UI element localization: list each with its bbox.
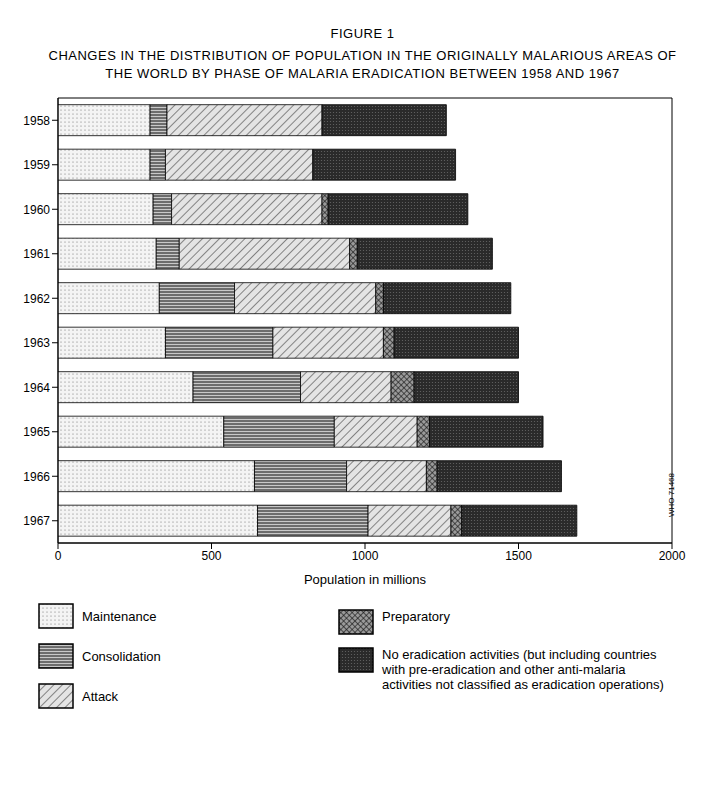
html-text:Preparatory: Preparatory bbox=[382, 609, 450, 624]
svg-text:2000: 2000 bbox=[659, 549, 686, 563]
svg-text:1965: 1965 bbox=[23, 425, 50, 439]
svg-text:1966: 1966 bbox=[23, 470, 50, 484]
html-text:No eradication activities (but: No eradication activities (but including… bbox=[382, 647, 664, 692]
svg-text:Population in millions: Population in millions bbox=[304, 572, 427, 587]
svg-text:1959: 1959 bbox=[23, 158, 50, 172]
html-text:WHO 71468: WHO 71468 bbox=[667, 473, 676, 517]
html-text:Consolidation: Consolidation bbox=[82, 648, 161, 664]
svg-text:1962: 1962 bbox=[23, 292, 50, 306]
svg-text:1967: 1967 bbox=[23, 514, 50, 528]
html-text:FIGURE 1: FIGURE 1 bbox=[330, 26, 395, 41]
svg-text:0: 0 bbox=[55, 549, 62, 563]
svg-text:1000: 1000 bbox=[352, 549, 379, 563]
svg-text:1961: 1961 bbox=[23, 247, 50, 261]
svg-text:1963: 1963 bbox=[23, 336, 50, 350]
html-text:Maintenance: Maintenance bbox=[82, 608, 157, 624]
html-text:CHANGES IN THE DISTRIBUTION OF: CHANGES IN THE DISTRIBUTION OF POPULATIO… bbox=[48, 48, 677, 81]
svg-text:1958: 1958 bbox=[23, 114, 50, 128]
svg-text:500: 500 bbox=[201, 549, 221, 563]
svg-text:1964: 1964 bbox=[23, 381, 50, 395]
svg-text:1500: 1500 bbox=[505, 549, 532, 563]
svg-text:1960: 1960 bbox=[23, 203, 50, 217]
html-text:Attack: Attack bbox=[82, 688, 119, 704]
